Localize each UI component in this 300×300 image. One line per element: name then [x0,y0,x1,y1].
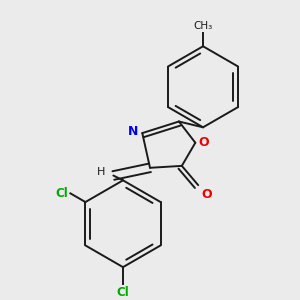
Text: Cl: Cl [117,286,129,299]
Text: O: O [201,188,212,201]
Text: N: N [128,125,138,138]
Text: Cl: Cl [56,187,68,200]
Text: H: H [97,167,106,177]
Text: CH₃: CH₃ [194,21,213,31]
Text: O: O [198,136,209,149]
